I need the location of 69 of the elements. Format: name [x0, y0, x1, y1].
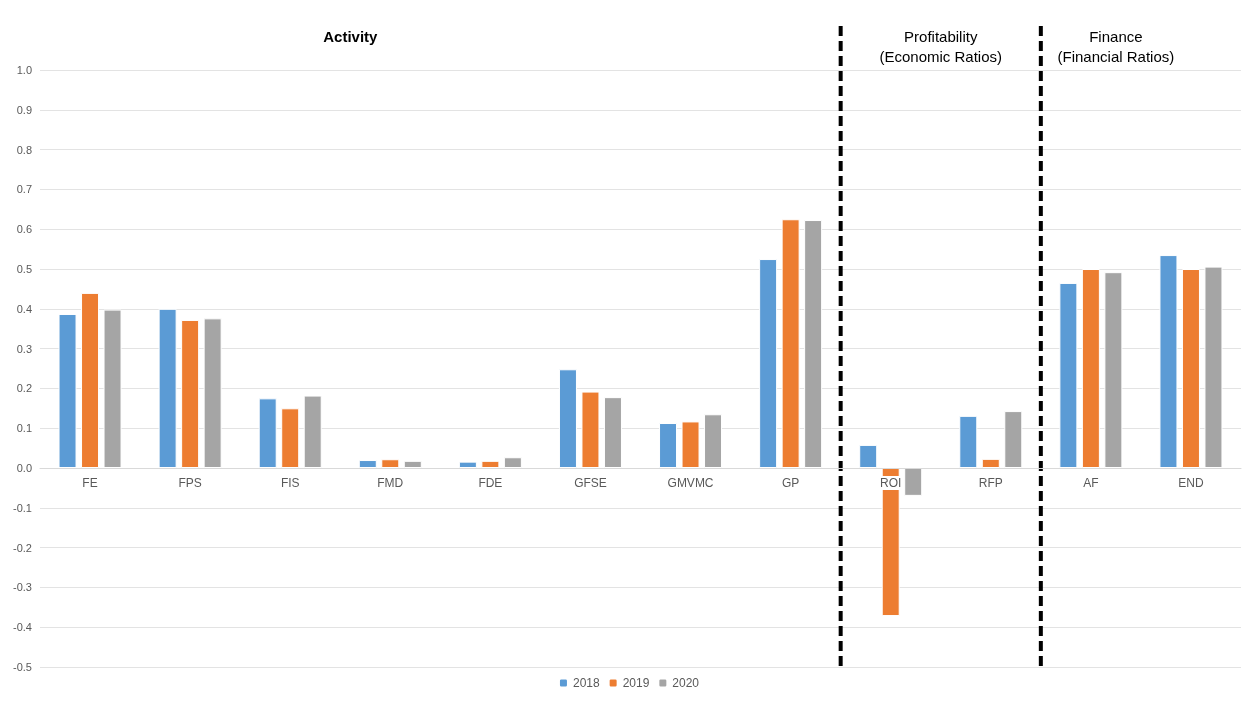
legend-label: 2019	[622, 676, 650, 690]
text: Profitability (Economic Ratios)	[879, 27, 1003, 65]
y-tick-label: -0.5	[13, 661, 32, 673]
bar	[1081, 269, 1100, 468]
y-tick-label: 0.6	[16, 223, 32, 236]
bar	[881, 468, 900, 617]
bar	[181, 319, 200, 468]
bar	[203, 318, 222, 468]
bar	[403, 460, 422, 468]
bar	[458, 461, 477, 468]
y-tick-label: 0.9	[16, 103, 32, 116]
bar	[1204, 266, 1223, 468]
x-tick-label: FE	[82, 476, 98, 490]
bar	[158, 308, 177, 468]
y-tick-label: -0.4	[13, 621, 32, 634]
x-tick-label: FDE	[478, 476, 503, 490]
y-tick-label: 0.0	[16, 462, 32, 474]
y-tick-label: 0.7	[16, 183, 32, 196]
y-tick-label: 0.5	[16, 263, 32, 275]
y-tick-label: 0.8	[16, 143, 32, 156]
bar	[1159, 255, 1178, 468]
bar	[303, 395, 322, 468]
y-tick-label: 0.4	[16, 302, 32, 315]
x-tick-label: FIS	[280, 476, 300, 490]
bar	[804, 220, 823, 468]
bar	[959, 415, 978, 468]
y-tick-label: 0.1	[16, 422, 32, 435]
y-tick-label: 0.3	[16, 342, 32, 355]
bar	[1104, 272, 1123, 468]
bar	[81, 292, 100, 468]
x-tick-label: ROI	[880, 476, 902, 490]
bar	[481, 460, 500, 468]
legend-label: 2020	[672, 676, 700, 690]
bar	[558, 369, 577, 468]
bar	[503, 457, 522, 468]
x-tick-label: GFSE	[574, 476, 607, 490]
bar	[1059, 282, 1078, 468]
x-tick-label: GMVMC	[667, 476, 714, 490]
bar	[358, 460, 377, 468]
x-tick-label: END	[1178, 476, 1204, 490]
text: Activity	[323, 27, 379, 45]
x-tick-label: AF	[1083, 476, 1099, 490]
x-tick-label: RFP	[978, 476, 1003, 490]
x-tick-label: GP	[781, 476, 800, 490]
bar	[859, 444, 878, 468]
bar	[681, 421, 700, 468]
bar	[258, 398, 277, 468]
x-tick-label: FPS	[178, 476, 202, 490]
y-tick-label: -0.2	[13, 541, 32, 554]
bar	[1181, 269, 1200, 468]
bar	[381, 459, 400, 468]
y-tick-label: -0.3	[13, 581, 32, 594]
y-tick-label: 1.0	[16, 64, 32, 76]
x-tick-label: FMD	[377, 476, 404, 490]
bar	[981, 458, 1000, 468]
bar	[581, 391, 600, 468]
bar	[281, 408, 300, 468]
bar	[704, 414, 723, 468]
bar	[759, 259, 778, 468]
bar	[103, 309, 122, 468]
y-tick-label: -0.1	[13, 501, 32, 514]
bar	[603, 397, 622, 468]
y-tick-label: 0.2	[16, 382, 32, 395]
bar	[1004, 411, 1023, 468]
bar	[58, 313, 77, 468]
text: Finance (Financial Ratios)	[1057, 27, 1175, 65]
legend-label: 2018	[572, 676, 600, 690]
bar	[659, 423, 678, 468]
bar	[781, 219, 800, 468]
